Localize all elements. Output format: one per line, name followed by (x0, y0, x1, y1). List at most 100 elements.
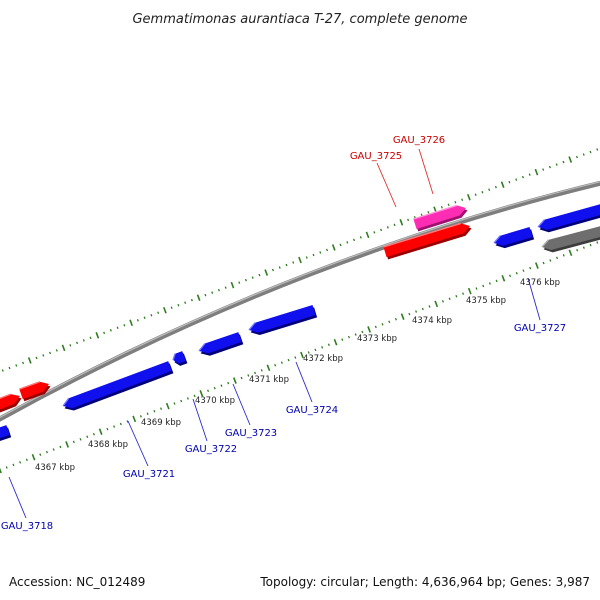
inner-major-tick (233, 377, 237, 384)
inner-minor-tick (327, 343, 330, 347)
inner-minor-tick (495, 279, 498, 283)
outer-minor-tick (346, 241, 349, 244)
outer-major-tick (500, 181, 505, 188)
gene-unlabeled-grey-body (542, 226, 600, 250)
gene-unlabeled-grey (541, 226, 600, 253)
inner-minor-tick (287, 358, 290, 362)
inner-major-tick (333, 338, 338, 346)
outer-minor-tick (136, 319, 139, 322)
leader-GAU_3718 (8, 476, 27, 519)
leader-GAU_3723 (232, 383, 251, 426)
inner-minor-tick (596, 241, 599, 244)
inner-minor-tick (106, 427, 109, 431)
inner-tick-ring (0, 241, 599, 474)
outer-minor-tick (481, 190, 484, 194)
inner-minor-tick (119, 422, 122, 426)
gene-GAU_3722-highlight (198, 343, 206, 352)
outer-major-tick (467, 193, 471, 201)
outer-minor-tick (326, 248, 329, 252)
inner-minor-tick (455, 294, 458, 298)
outer-major-tick (399, 219, 404, 226)
inner-minor-tick (139, 415, 142, 418)
outer-minor-tick (150, 313, 153, 317)
outer-major-tick (331, 244, 336, 251)
inner-minor-tick (515, 271, 518, 275)
outer-minor-tick (170, 306, 173, 309)
leader-GAU_3724 (295, 361, 313, 403)
outer-minor-tick (285, 263, 288, 267)
outer-minor-tick (542, 168, 545, 171)
outer-minor-tick (55, 349, 58, 352)
gene-GAU_3721-highlight (62, 397, 70, 407)
outer-minor-tick (271, 268, 274, 272)
inner-minor-tick (153, 409, 156, 413)
outer-minor-tick (407, 218, 410, 222)
gene-label-GAU_3727: GAU_3727 (514, 323, 566, 334)
gene-unlabeled-grey-highlight (541, 239, 549, 248)
outer-minor-tick (508, 180, 511, 184)
inner-minor-tick (415, 310, 418, 313)
inner-minor-tick (428, 305, 431, 308)
inner-minor-tick (488, 282, 491, 285)
outer-minor-tick (359, 236, 362, 239)
inner-minor-tick (321, 346, 324, 349)
outer-major-tick (129, 319, 133, 327)
gene-GAU_3726-highlight (413, 204, 458, 220)
outer-minor-tick (582, 153, 585, 156)
inner-minor-tick (260, 369, 263, 372)
inner-major-tick (568, 249, 573, 257)
inner-minor-tick (280, 361, 283, 364)
inner-minor-tick (25, 458, 28, 462)
outer-minor-tick (440, 206, 443, 209)
kbp-label: 4371 kbp (249, 375, 289, 385)
label-leader-lines (8, 148, 541, 519)
outer-minor-tick (555, 163, 558, 166)
inner-minor-tick (227, 381, 230, 385)
inner-minor-tick (160, 407, 163, 410)
gene-GAU_3727-body (494, 227, 533, 246)
outer-minor-tick (305, 256, 308, 259)
gene-forward-left-b (19, 381, 51, 402)
gene-GAU_3722-small-highlight (172, 353, 176, 361)
outer-minor-tick (420, 213, 423, 217)
leader-GAU_3727 (527, 277, 541, 321)
inner-minor-tick (220, 384, 223, 387)
outer-major-tick (365, 231, 370, 239)
outer-minor-tick (474, 193, 477, 196)
inner-minor-tick (381, 323, 384, 326)
inner-minor-tick (394, 317, 397, 321)
outer-major-tick (264, 269, 269, 276)
inner-minor-tick (576, 248, 579, 252)
outer-minor-tick (528, 173, 531, 176)
gene-forward-left-b-body (19, 381, 49, 399)
outer-minor-tick (42, 354, 45, 357)
inner-minor-tick (39, 453, 42, 456)
gene-GAU_3726 (413, 204, 468, 232)
inner-minor-tick (522, 269, 525, 272)
outer-minor-tick (123, 324, 126, 327)
outer-minor-tick (184, 301, 187, 304)
leader-GAU_3721 (127, 420, 149, 467)
inner-minor-tick (180, 399, 183, 403)
gene-next-reverse (537, 204, 600, 233)
outer-minor-tick (353, 238, 356, 242)
gene-label-GAU_3725: GAU_3725 (350, 151, 402, 162)
kbp-label: 4375 kbp (466, 296, 506, 306)
inner-minor-tick (146, 412, 149, 416)
outer-minor-tick (49, 351, 52, 355)
leader-GAU_3725 (376, 162, 397, 208)
outer-minor-tick (143, 316, 146, 320)
genome-summary-text: Topology: circular; Length: 4,636,964 bp… (259, 575, 590, 589)
genome-backbone-highlight (0, 181, 600, 419)
outer-minor-tick (177, 303, 180, 307)
leader-GAU_3726 (418, 148, 434, 195)
inner-minor-tick (441, 300, 444, 303)
inner-major-tick (132, 415, 137, 423)
inner-major-tick (367, 326, 371, 333)
gene-label-GAU_3722: GAU_3722 (185, 444, 237, 455)
outer-minor-tick (224, 286, 227, 289)
kbp-label: 4376 kbp (520, 278, 560, 288)
outer-minor-tick (89, 336, 92, 340)
inner-minor-tick (475, 287, 478, 290)
outer-minor-tick (244, 278, 247, 282)
